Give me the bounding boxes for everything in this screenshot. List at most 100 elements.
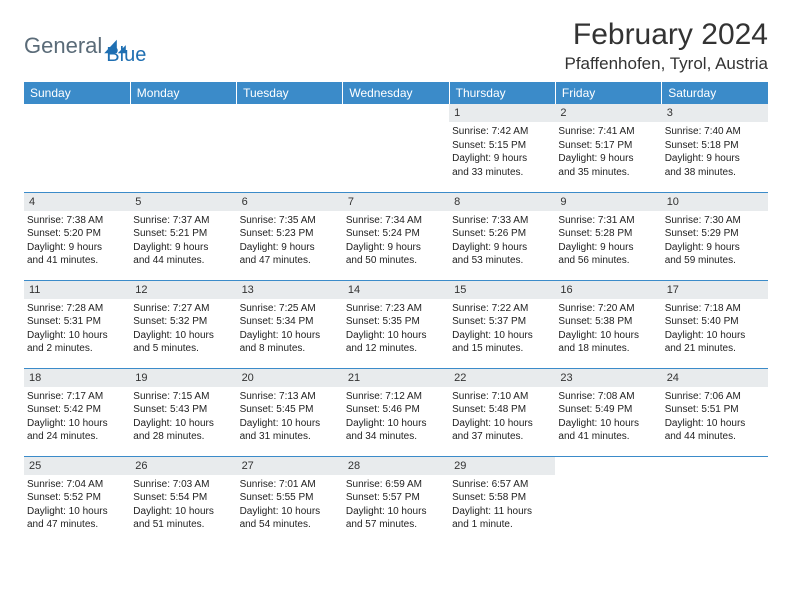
sunset-text: Sunset: 5:28 PM (558, 227, 656, 241)
sunrise-text: Sunrise: 7:33 AM (452, 214, 550, 228)
calendar-cell: 18Sunrise: 7:17 AMSunset: 5:42 PMDayligh… (24, 368, 130, 456)
sunset-text: Sunset: 5:20 PM (27, 227, 125, 241)
weekday-header: Saturday (662, 82, 768, 104)
sunset-text: Sunset: 5:38 PM (558, 315, 656, 329)
sunrise-text: Sunrise: 7:28 AM (27, 302, 125, 316)
daylight-text: and 1 minute. (452, 518, 550, 532)
sunset-text: Sunset: 5:51 PM (665, 403, 763, 417)
daylight-text: Daylight: 10 hours (346, 505, 444, 519)
title-block: February 2024 Pfaffenhofen, Tyrol, Austr… (564, 18, 768, 74)
calendar-cell (555, 456, 661, 544)
weekday-header: Sunday (24, 82, 130, 104)
sunrise-text: Sunrise: 7:42 AM (452, 125, 550, 139)
daylight-text: and 5 minutes. (133, 342, 231, 356)
day-number: 10 (662, 193, 768, 211)
day-number: 6 (237, 193, 343, 211)
sunrise-text: Sunrise: 7:20 AM (558, 302, 656, 316)
daylight-text: Daylight: 9 hours (558, 241, 656, 255)
sunset-text: Sunset: 5:31 PM (27, 315, 125, 329)
daylight-text: and 37 minutes. (452, 430, 550, 444)
calendar-cell: 6Sunrise: 7:35 AMSunset: 5:23 PMDaylight… (237, 192, 343, 280)
daylight-text: and 31 minutes. (240, 430, 338, 444)
sunset-text: Sunset: 5:58 PM (452, 491, 550, 505)
day-details: Sunrise: 7:08 AMSunset: 5:49 PMDaylight:… (555, 387, 661, 447)
sunset-text: Sunset: 5:29 PM (665, 227, 763, 241)
daylight-text: Daylight: 10 hours (452, 329, 550, 343)
calendar-cell: 20 Sunrise: 7:13 AMSunset: 5:45 PMDayligh… (237, 368, 343, 456)
daylight-text: Daylight: 10 hours (133, 505, 231, 519)
sunrise-text: Sunrise: 6:59 AM (346, 478, 444, 492)
day-details: Sunrise: 7:41 AMSunset: 5:17 PMDaylight:… (555, 122, 661, 182)
day-details: Sunrise: 7:34 AMSunset: 5:24 PMDaylight:… (343, 211, 449, 271)
daylight-text: and 18 minutes. (558, 342, 656, 356)
calendar-cell: 12Sunrise: 7:27 AMSunset: 5:32 PMDayligh… (130, 280, 236, 368)
weekday-header-row: Sunday Monday Tuesday Wednesday Thursday… (24, 82, 768, 104)
logo-word-1: General (24, 33, 102, 59)
daylight-text: Daylight: 9 hours (27, 241, 125, 255)
sunrise-text: Sunrise: 7:27 AM (133, 302, 231, 316)
day-details: Sunrise: 7:27 AMSunset: 5:32 PMDaylight:… (130, 299, 236, 359)
calendar-cell: 15Sunrise: 7:22 AMSunset: 5:37 PMDayligh… (449, 280, 555, 368)
daylight-text: and 47 minutes. (240, 254, 338, 268)
day-details: Sunrise: 6:59 AMSunset: 5:57 PMDaylight:… (343, 475, 449, 535)
day-details: Sunrise: 7:17 AMSunset: 5:42 PMDaylight:… (24, 387, 130, 447)
day-details: Sunrise: 7:31 AMSunset: 5:28 PMDaylight:… (555, 211, 661, 271)
day-details: Sunrise: 7:23 AMSunset: 5:35 PMDaylight:… (343, 299, 449, 359)
day-number: 17 (662, 281, 768, 299)
daylight-text: and 51 minutes. (133, 518, 231, 532)
day-number: 18 (24, 369, 130, 387)
sunset-text: Sunset: 5:26 PM (452, 227, 550, 241)
day-details: Sunrise: 7:42 AMSunset: 5:15 PMDaylight:… (449, 122, 555, 182)
sunset-text: Sunset: 5:15 PM (452, 139, 550, 153)
day-details: Sunrise: 7:38 AMSunset: 5:20 PMDaylight:… (24, 211, 130, 271)
sunrise-text: Sunrise: 7:22 AM (452, 302, 550, 316)
location-text: Pfaffenhofen, Tyrol, Austria (564, 54, 768, 74)
daylight-text: and 41 minutes. (27, 254, 125, 268)
daylight-text: and 53 minutes. (452, 254, 550, 268)
daylight-text: and 2 minutes. (27, 342, 125, 356)
daylight-text: Daylight: 10 hours (665, 417, 763, 431)
calendar-cell: 21Sunrise: 7:12 AMSunset: 5:46 PMDayligh… (343, 368, 449, 456)
calendar-cell: 8Sunrise: 7:33 AMSunset: 5:26 PMDaylight… (449, 192, 555, 280)
calendar-cell: 3Sunrise: 7:40 AMSunset: 5:18 PMDaylight… (662, 104, 768, 192)
day-number: 20 (237, 369, 343, 387)
sunrise-text: Sunrise: 7:31 AM (558, 214, 656, 228)
calendar-week-row: 1Sunrise: 7:42 AMSunset: 5:15 PMDaylight… (24, 104, 768, 192)
calendar-cell: 16Sunrise: 7:20 AMSunset: 5:38 PMDayligh… (555, 280, 661, 368)
daylight-text: Daylight: 10 hours (346, 329, 444, 343)
calendar-cell: 1Sunrise: 7:42 AMSunset: 5:15 PMDaylight… (449, 104, 555, 192)
daylight-text: Daylight: 10 hours (133, 417, 231, 431)
day-number: 19 (130, 369, 236, 387)
day-number: 2 (555, 104, 661, 122)
day-details: Sunrise: 7:37 AMSunset: 5:21 PMDaylight:… (130, 211, 236, 271)
day-number: 23 (555, 369, 661, 387)
calendar-cell (343, 104, 449, 192)
calendar-cell: 26Sunrise: 7:03 AMSunset: 5:54 PMDayligh… (130, 456, 236, 544)
daylight-text: Daylight: 10 hours (558, 329, 656, 343)
daylight-text: Daylight: 10 hours (452, 417, 550, 431)
day-number: 28 (343, 457, 449, 475)
daylight-text: Daylight: 10 hours (558, 417, 656, 431)
sunset-text: Sunset: 5:49 PM (558, 403, 656, 417)
sunrise-text: Sunrise: 7:08 AM (558, 390, 656, 404)
day-details: Sunrise: 6:57 AMSunset: 5:58 PMDaylight:… (449, 475, 555, 535)
calendar-cell: 2Sunrise: 7:41 AMSunset: 5:17 PMDaylight… (555, 104, 661, 192)
header: General Blue February 2024 Pfaffenhofen,… (24, 18, 768, 74)
daylight-text: Daylight: 11 hours (452, 505, 550, 519)
day-details: Sunrise: 7:04 AMSunset: 5:52 PMDaylight:… (24, 475, 130, 535)
weekday-header: Monday (130, 82, 236, 104)
day-details: Sunrise: 7:12 AMSunset: 5:46 PMDaylight:… (343, 387, 449, 447)
sunset-text: Sunset: 5:45 PM (240, 403, 338, 417)
sunset-text: Sunset: 5:42 PM (27, 403, 125, 417)
daylight-text: and 28 minutes. (133, 430, 231, 444)
sunrise-text: Sunrise: 7:41 AM (558, 125, 656, 139)
sunrise-text: Sunrise: 7:13 AM (240, 390, 338, 404)
day-number: 1 (449, 104, 555, 122)
sunset-text: Sunset: 5:52 PM (27, 491, 125, 505)
daylight-text: Daylight: 10 hours (240, 505, 338, 519)
daylight-text: Daylight: 10 hours (27, 417, 125, 431)
sunset-text: Sunset: 5:54 PM (133, 491, 231, 505)
daylight-text: Daylight: 10 hours (240, 417, 338, 431)
daylight-text: Daylight: 10 hours (665, 329, 763, 343)
daylight-text: Daylight: 9 hours (346, 241, 444, 255)
